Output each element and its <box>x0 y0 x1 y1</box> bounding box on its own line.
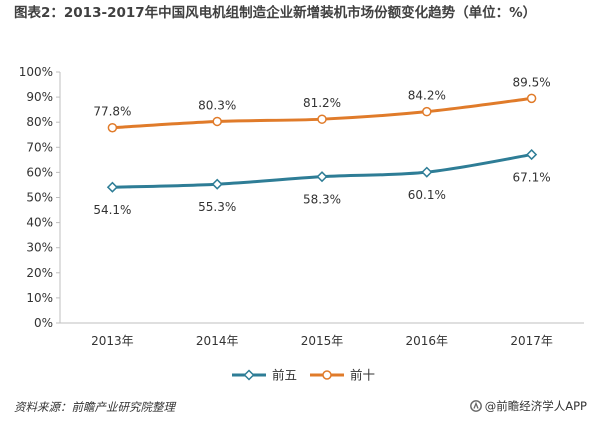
data-point <box>107 122 118 133</box>
series-2: 77.8% 80.3% 81.2% 84.2% 89.5% <box>93 75 551 133</box>
legend-label: 前五 <box>272 368 297 383</box>
data-label: 89.5% <box>513 75 551 89</box>
y-tick-label: 90% <box>26 90 53 104</box>
x-axis: 2013年 2014年 2015年 2016年 2017年 <box>60 322 584 348</box>
data-label: 80.3% <box>198 98 236 112</box>
data-label: 54.1% <box>93 203 131 217</box>
legend-label: 前十 <box>350 368 375 383</box>
data-label: 60.1% <box>408 188 446 202</box>
brand-logo-icon <box>469 400 482 412</box>
legend: 前五 前十 <box>232 368 375 383</box>
y-tick-label: 50% <box>26 191 53 205</box>
y-tick-label: 100% <box>19 65 53 79</box>
data-point <box>316 171 328 183</box>
data-point <box>317 114 327 124</box>
y-tick-label: 0% <box>34 316 53 330</box>
y-tick-label: 20% <box>26 266 53 280</box>
data-point <box>422 106 432 117</box>
legend-marker <box>243 369 255 381</box>
y-axis: 0% 10% 20% 30% 40% 50% 60% 70% 80% 90% 100% <box>19 65 61 330</box>
legend-marker <box>322 370 332 380</box>
x-tick-label: 2017年 <box>510 334 553 348</box>
y-tick-label: 70% <box>26 140 53 154</box>
data-label: 81.2% <box>303 96 341 110</box>
data-label: 84.2% <box>408 89 446 103</box>
legend-item-1: 前五 <box>232 368 297 383</box>
x-tick-label: 2014年 <box>196 334 239 348</box>
y-tick-label: 40% <box>26 216 53 230</box>
data-point <box>212 116 222 127</box>
legend-item-2: 前十 <box>310 368 375 383</box>
series-line <box>110 153 534 189</box>
chart-title: 图表2：2013-2017年中国风电机组制造企业新增装机市场份额变化趋势（单位：… <box>14 5 537 21</box>
x-tick-label: 2016年 <box>406 334 449 348</box>
data-label: 58.3% <box>303 193 341 207</box>
source-note: 资料来源：前瞻产业研究院整理 <box>14 400 175 414</box>
data-label: 55.3% <box>198 200 236 214</box>
data-point <box>421 166 433 178</box>
series-1: 54.1% 55.3% 58.3% 60.1% 67.1% <box>93 149 551 217</box>
data-label: 77.8% <box>93 105 131 119</box>
y-tick-label: 80% <box>26 115 53 129</box>
data-label: 67.1% <box>513 171 551 185</box>
brand-text: @前瞻经济学人APP <box>484 399 587 413</box>
y-tick-label: 10% <box>26 291 53 305</box>
data-point <box>526 149 538 161</box>
y-tick-label: 60% <box>26 165 53 179</box>
data-point <box>106 181 118 193</box>
data-point <box>526 93 537 104</box>
x-tick-label: 2013年 <box>91 334 134 348</box>
data-point <box>211 178 223 190</box>
brand-attribution: @前瞻经济学人APP <box>469 398 587 414</box>
series-layer: 54.1% 55.3% 58.3% 60.1% 67.1% 77.8% 80.3% 81.2%… <box>93 75 550 217</box>
y-tick-label: 30% <box>26 241 53 255</box>
x-tick-label: 2015年 <box>301 334 344 348</box>
